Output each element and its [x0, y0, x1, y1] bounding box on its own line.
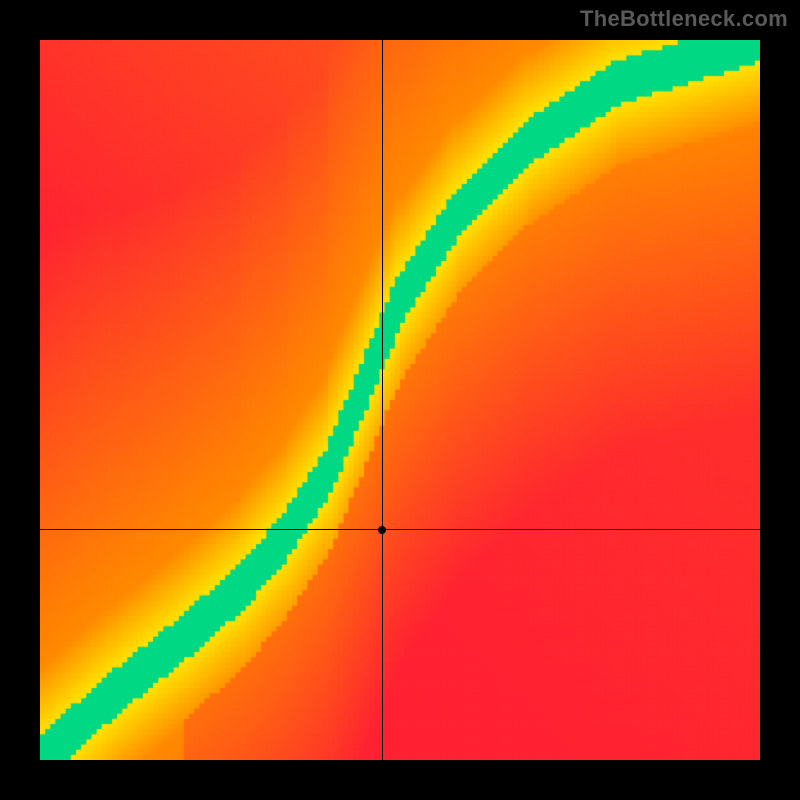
watermark-text: TheBottleneck.com — [580, 6, 788, 32]
crosshair-vertical — [382, 40, 383, 760]
plot-area — [40, 40, 760, 760]
crosshair-horizontal — [40, 529, 760, 530]
heatmap-canvas — [40, 40, 760, 760]
crosshair-marker — [378, 526, 386, 534]
chart-container: TheBottleneck.com — [0, 0, 800, 800]
